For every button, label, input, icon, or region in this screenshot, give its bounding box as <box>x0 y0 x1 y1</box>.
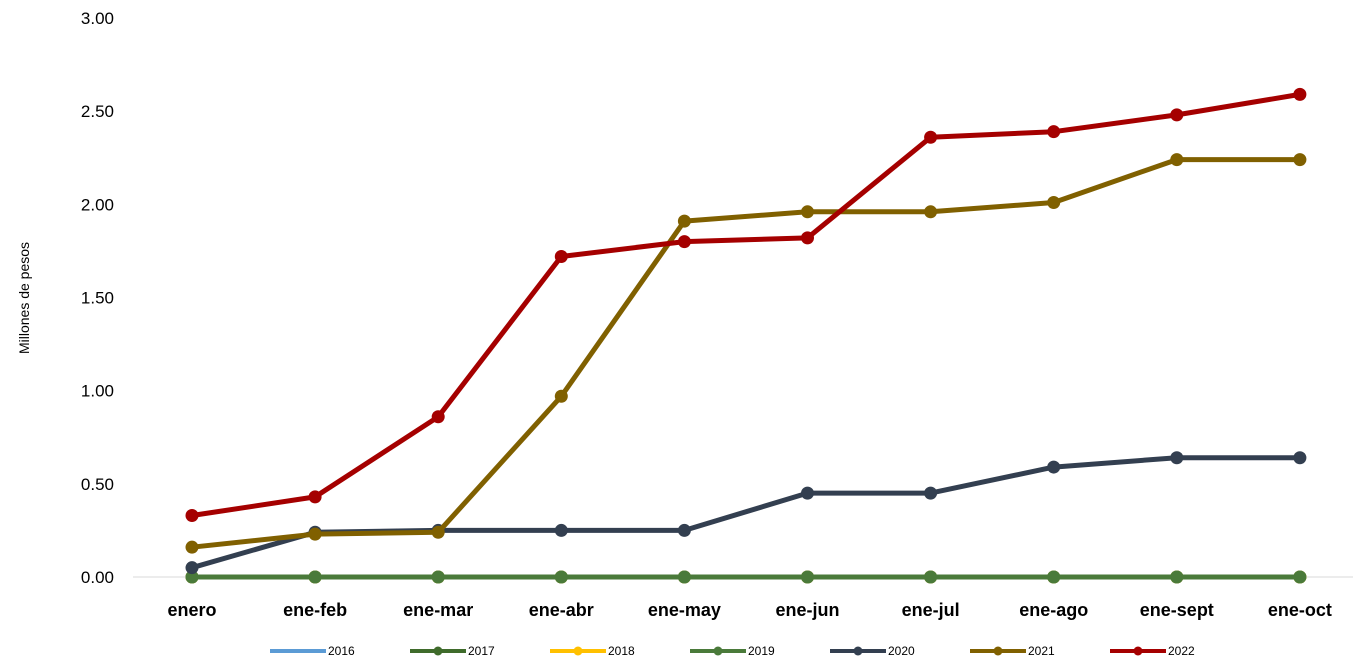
legend-item: 2022 <box>1110 644 1195 658</box>
legend-swatch-marker <box>993 646 1003 656</box>
data-point <box>801 486 814 500</box>
data-point <box>1047 125 1061 139</box>
y-tick-label: 2.00 <box>81 195 114 214</box>
data-point <box>1293 451 1307 465</box>
data-point <box>677 235 691 249</box>
data-point <box>431 525 445 539</box>
x-tick-label: ene-feb <box>283 600 347 620</box>
legend-item: 2021 <box>970 644 1055 658</box>
legend-item: 2019 <box>690 644 775 658</box>
y-tick-label: 2.50 <box>81 102 114 121</box>
legend-label: 2016 <box>328 644 355 658</box>
data-point <box>185 570 199 584</box>
data-point <box>1293 87 1307 101</box>
series-2022 <box>185 87 1307 523</box>
data-point <box>1170 108 1184 122</box>
data-point <box>554 389 568 403</box>
series-line <box>189 157 1303 550</box>
legend-item: 2017 <box>410 644 495 658</box>
legend-label: 2020 <box>888 644 915 658</box>
data-point <box>308 570 322 584</box>
legend-label: 2022 <box>1168 644 1195 658</box>
legend-item: 2020 <box>830 644 915 658</box>
data-point <box>1293 153 1307 167</box>
series-line <box>189 455 1303 571</box>
data-point <box>1170 451 1184 465</box>
legend-swatch-marker <box>573 646 583 656</box>
data-point <box>801 231 814 245</box>
legend-swatch-marker <box>433 646 443 656</box>
legend-item: 2016 <box>270 644 355 658</box>
legend-label: 2021 <box>1028 644 1055 658</box>
data-point <box>677 214 691 228</box>
data-point <box>1170 570 1184 584</box>
series-group <box>185 87 1307 584</box>
x-tick-label: ene-may <box>648 600 721 620</box>
data-point <box>308 490 322 504</box>
x-tick-label: ene-jul <box>902 600 960 620</box>
legend-item: 2018 <box>550 644 635 658</box>
data-point <box>554 570 568 584</box>
data-point <box>677 570 691 584</box>
x-tick-label: ene-sept <box>1140 600 1214 620</box>
x-axis-ticks: enero ene-feb ene-mar ene-abr ene-may ene-jun… <box>167 600 1331 620</box>
y-axis-label: Millones de pesos <box>16 242 32 354</box>
legend-swatch-marker <box>713 646 723 656</box>
legend-swatch-marker <box>1133 646 1143 656</box>
data-point <box>1293 570 1307 584</box>
data-point <box>1047 570 1061 584</box>
x-tick-label: ene-mar <box>403 600 473 620</box>
x-tick-label: ene-ago <box>1019 600 1088 620</box>
legend-label: 2017 <box>468 644 495 658</box>
data-point <box>1047 460 1061 474</box>
x-tick-label: ene-abr <box>529 600 594 620</box>
data-point <box>924 570 938 584</box>
data-point <box>185 561 199 575</box>
data-point <box>554 523 568 537</box>
legend-label: 2018 <box>608 644 635 658</box>
x-tick-label: ene-oct <box>1268 600 1332 620</box>
data-point <box>554 250 568 264</box>
legend: 2016 2017 2018 2019 2020 2021 2022 <box>270 644 1195 658</box>
y-tick-label: 1.50 <box>81 289 114 308</box>
data-point <box>1170 153 1184 167</box>
y-tick-label: 0.50 <box>81 475 114 494</box>
y-axis-ticks: 0.00 0.50 1.00 1.50 2.00 2.50 3.00 <box>81 9 114 587</box>
series-line <box>189 91 1303 518</box>
data-point <box>801 205 814 219</box>
data-point <box>677 523 691 537</box>
data-point <box>431 410 445 424</box>
data-point <box>801 570 814 584</box>
data-point <box>924 130 938 144</box>
data-point <box>1047 195 1061 209</box>
y-tick-label: 3.00 <box>81 9 114 28</box>
y-tick-label: 0.00 <box>81 568 114 587</box>
data-point <box>431 570 445 584</box>
legend-label: 2019 <box>748 644 775 658</box>
data-point <box>185 509 199 523</box>
series-2019 <box>185 570 1307 584</box>
series-2021 <box>185 153 1307 554</box>
legend-swatch-marker <box>853 646 863 656</box>
data-point <box>308 527 322 541</box>
data-point <box>924 205 938 219</box>
x-tick-label: enero <box>167 600 216 620</box>
y-tick-label: 1.00 <box>81 382 114 401</box>
data-point <box>924 486 938 500</box>
x-tick-label: ene-jun <box>775 600 839 620</box>
data-point <box>185 540 199 554</box>
